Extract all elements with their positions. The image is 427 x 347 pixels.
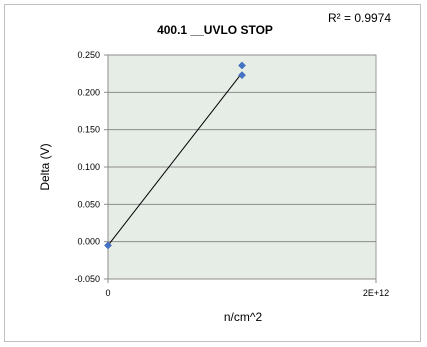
- y-axis-ticks: -0.050 0.000 0.050 0.100 0.150 0.200 0.250: [74, 50, 108, 284]
- y-tick-label: 0.100: [77, 162, 100, 172]
- gridlines: [108, 54, 376, 280]
- x-tick-label: 0: [105, 288, 110, 298]
- y-tick-label: 0.150: [77, 125, 100, 135]
- y-axis-label: Delta (V): [38, 143, 52, 190]
- y-tick-label: 0.200: [77, 87, 100, 97]
- data-points: [104, 61, 246, 250]
- x-axis-ticks: 0 2E+12: [105, 279, 389, 298]
- data-point: [104, 241, 112, 250]
- chart-title: 400.1 __UVLO STOP: [157, 23, 273, 37]
- y-tick-label: 0.250: [77, 50, 100, 60]
- linear-trendline: [107, 72, 243, 246]
- y-tick-label: -0.050: [74, 274, 100, 284]
- r-squared-annotation: R² = 0.9974: [328, 11, 391, 25]
- x-axis-label: n/cm^2: [224, 310, 263, 324]
- x-tick-label: 2E+12: [363, 288, 389, 298]
- y-tick-label: 0.050: [77, 199, 100, 209]
- data-point: [238, 71, 246, 80]
- y-tick-label: 0.000: [77, 237, 100, 247]
- trendline-group: [107, 72, 243, 246]
- data-point: [238, 61, 246, 70]
